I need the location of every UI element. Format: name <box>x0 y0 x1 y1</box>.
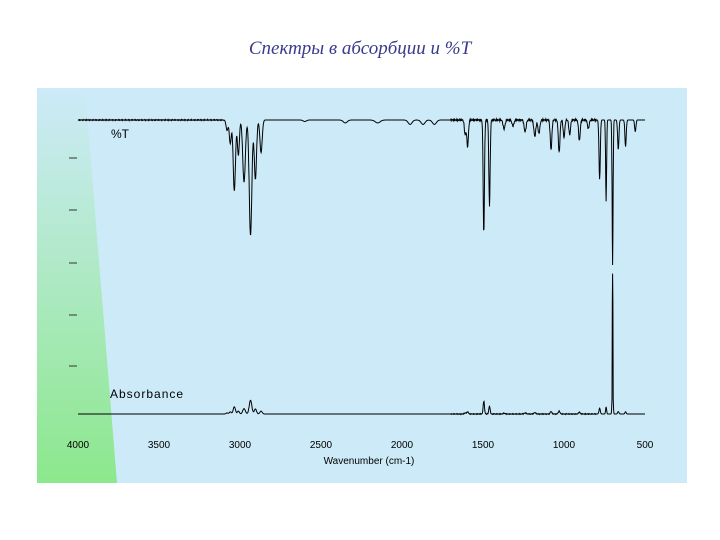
x-tick-label-500: 500 <box>637 440 654 451</box>
x-tick-label-1500: 1500 <box>472 440 495 451</box>
x-tick-label-1000: 1000 <box>553 440 576 451</box>
x-tick-label-2500: 2500 <box>310 440 333 451</box>
x-axis-title: Wavenumber (cm-1) <box>324 456 415 467</box>
panel-background <box>37 88 687 483</box>
series-line-absorbance <box>78 273 645 416</box>
slide-title: Спектры в абсорбции и %T <box>248 38 472 59</box>
panel-gradient-edge <box>37 88 117 483</box>
x-tick-label-4000: 4000 <box>67 440 90 451</box>
ir-spectrum-chart: %T Absorbance 4000 3500 3000 2500 2000 1500 10… <box>37 88 687 483</box>
series-label-absorbance: Absorbance <box>110 387 184 401</box>
x-tick-label-3000: 3000 <box>229 440 252 451</box>
series-label-transmittance: %T <box>111 127 130 141</box>
spectrum-panel: %T Absorbance 4000 3500 3000 2500 2000 1500 10… <box>37 88 687 483</box>
series-line-transmittance <box>77 116 645 266</box>
left-side-ticks <box>69 157 77 367</box>
x-tick-label-3500: 3500 <box>148 440 171 451</box>
x-tick-label-2000: 2000 <box>391 440 414 451</box>
